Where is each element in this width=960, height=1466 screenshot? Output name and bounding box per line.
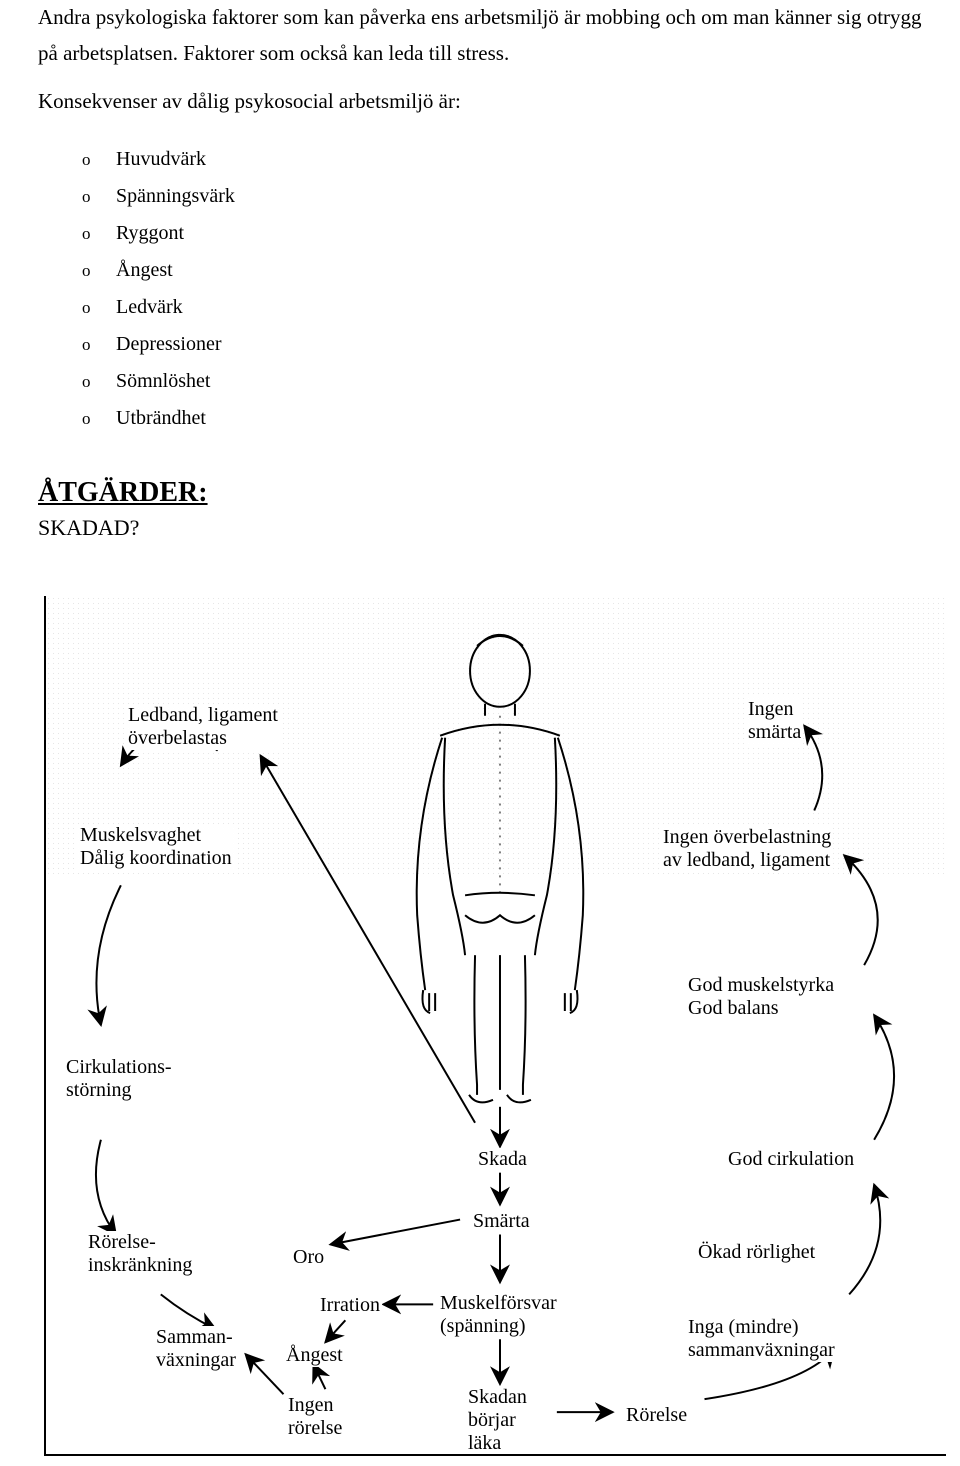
list-item: oHuvudvärk [82, 141, 922, 178]
fig-label-muskelforsvar: Muskelförsvar (spänning) [438, 1292, 559, 1338]
list-item: oLedvärk [82, 289, 922, 326]
item-text: Ledvärk [116, 289, 183, 326]
section-heading: ÅTGÄRDER: [38, 477, 922, 509]
bullet-marker: o [82, 403, 116, 434]
fig-label-ledband: Ledband, ligament överbelastas [126, 704, 280, 750]
list-item: oÅngest [82, 252, 922, 289]
bullet-marker: o [82, 144, 116, 175]
fig-label-oro: Oro [291, 1246, 326, 1269]
body-outline [417, 635, 584, 1102]
bullet-marker: o [82, 255, 116, 286]
diagram: Ledband, ligament överbelastas Muskelsva… [44, 596, 946, 1456]
list-item: oSpänningsvärk [82, 178, 922, 215]
bullet-marker: o [82, 218, 116, 249]
fig-label-cirk: Cirkulations- störning [64, 1056, 174, 1102]
bullet-marker: o [82, 181, 116, 212]
fig-label-smarta: Smärta [471, 1210, 532, 1233]
fig-label-ingensmarta: Ingen smärta [746, 698, 803, 744]
fig-label-ingasamman: Inga (mindre) sammanväxningar [686, 1316, 837, 1362]
fig-label-rorelse: Rörelse [624, 1404, 689, 1427]
item-text: Utbrändhet [116, 400, 206, 437]
item-text: Ångest [116, 252, 173, 289]
item-text: Spänningsvärk [116, 178, 235, 215]
consequence-list: oHuvudvärk oSpänningsvärk oRyggont oÅnge… [82, 141, 922, 437]
bullet-marker: o [82, 292, 116, 323]
fig-label-ingenoverbelast: Ingen överbelastning av ledband, ligamen… [661, 826, 833, 872]
list-item: oSömnlöshet [82, 363, 922, 400]
fig-label-godmuskel: God muskelstyrka God balans [686, 974, 836, 1020]
fig-label-samman: Samman- växningar [154, 1326, 238, 1372]
intro-paragraph: Andra psykologiska faktorer som kan påve… [38, 0, 922, 71]
item-text: Ryggont [116, 215, 184, 252]
bullet-marker: o [82, 329, 116, 360]
fig-label-angest: Ångest [284, 1344, 345, 1367]
item-text: Sömnlöshet [116, 363, 210, 400]
intro-text: Andra psykologiska faktorer som kan påve… [38, 5, 922, 65]
fig-label-muskelsvaghet: Muskelsvaghet Dålig koordination [78, 824, 234, 870]
item-text: Depressioner [116, 326, 222, 363]
item-text: Huvudvärk [116, 141, 206, 178]
bullet-marker: o [82, 366, 116, 397]
fig-label-godcirk: God cirkulation [726, 1148, 856, 1171]
fig-label-ingenrorelse: Ingen rörelse [286, 1394, 344, 1440]
list-item: oDepressioner [82, 326, 922, 363]
fig-label-irration: Irration [318, 1294, 382, 1317]
lead-paragraph: Konsekvenser av dålig psykosocial arbets… [38, 84, 922, 120]
page: Andra psykologiska faktorer som kan påve… [0, 0, 960, 1466]
fig-label-skada: Skada [476, 1148, 529, 1171]
list-item: oRyggont [82, 215, 922, 252]
fig-label-skadanborjar: Skadan börjar läka [466, 1386, 529, 1455]
list-item: oUtbrändhet [82, 400, 922, 437]
lead-text: Konsekvenser av dålig psykosocial arbets… [38, 89, 461, 113]
fig-label-rorelseinskr: Rörelse- inskränkning [86, 1231, 194, 1277]
sub-heading: SKADAD? [38, 515, 922, 541]
fig-label-okadrorlighet: Ökad rörlighet [696, 1241, 817, 1264]
